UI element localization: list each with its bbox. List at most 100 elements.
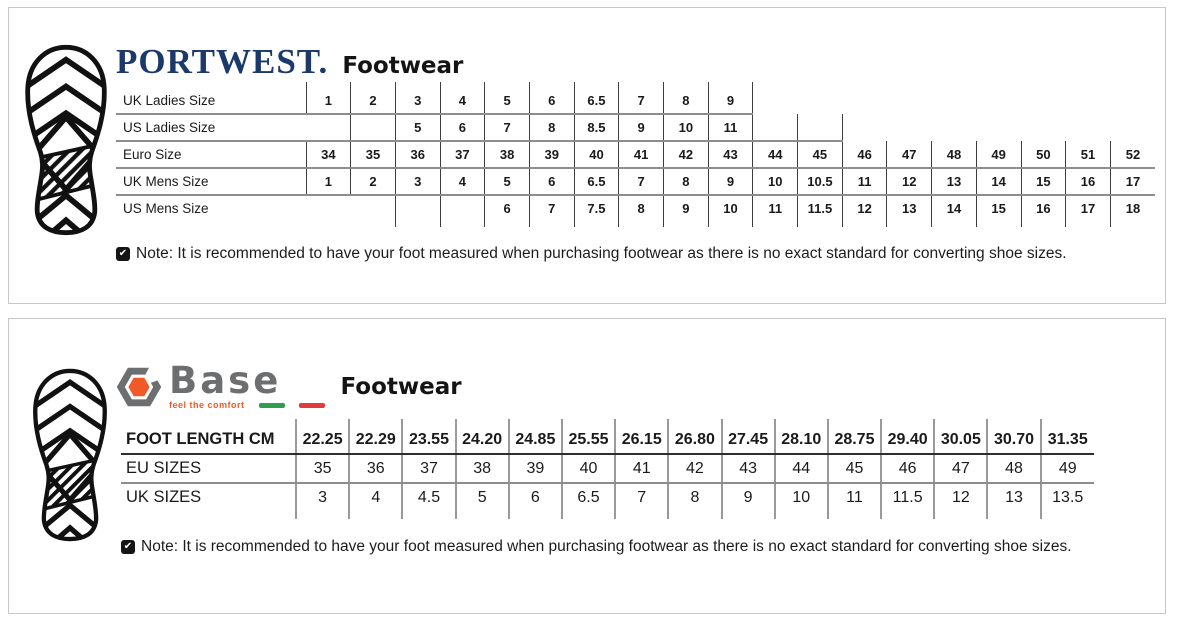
spacer-cell xyxy=(1039,419,1094,426)
size-cell: 11 xyxy=(826,483,882,511)
size-cell: 42 xyxy=(667,454,722,484)
base-tagline-row: feel the comfort xyxy=(169,400,325,410)
table-spacer-row xyxy=(121,419,1094,426)
size-cell: 9 xyxy=(663,195,709,221)
size-cell: 6.5 xyxy=(573,88,619,115)
table-row: UK Mens Size 1 2 3 4 5 6 6.5 7 8 9 10 10.5 11 12 13 14 15… xyxy=(116,168,1156,196)
size-cell xyxy=(306,195,351,221)
size-cell xyxy=(753,88,798,114)
size-cell: 7 xyxy=(484,114,530,142)
size-cell: 7 xyxy=(528,195,575,221)
size-cell: 7 xyxy=(618,88,664,115)
size-cell: 40 xyxy=(560,454,616,484)
note-check-icon: ✔ xyxy=(121,540,135,554)
size-cell: 14 xyxy=(931,195,977,221)
size-cell xyxy=(1110,88,1155,114)
size-cell xyxy=(932,114,977,141)
base-size-table: FOOT LENGTH CM 22.25 22.29 23.55 24.20 24.85 2… xyxy=(121,419,1094,519)
size-cell: 10 xyxy=(752,168,798,196)
size-cell: 49 xyxy=(1039,454,1094,484)
size-cell: 15 xyxy=(975,195,1021,221)
spacer-cell xyxy=(975,221,1021,227)
size-cell: 8 xyxy=(663,88,709,115)
size-cell: 39 xyxy=(507,454,562,484)
row-label: UK SIZES xyxy=(121,483,297,511)
size-cell: 4.5 xyxy=(401,483,456,511)
spacer-cell xyxy=(797,221,843,227)
size-cell: 40 xyxy=(573,141,619,169)
size-cell: 17 xyxy=(1109,168,1156,196)
shoe-print-icon xyxy=(31,365,109,545)
size-cell: 35 xyxy=(350,141,396,169)
spacer-cell xyxy=(752,221,798,227)
size-cell: 43 xyxy=(720,454,775,484)
flag-red-bar xyxy=(298,402,325,408)
spacer-cell xyxy=(667,511,722,519)
table-spacer-row xyxy=(116,221,1156,227)
size-cell: 15 xyxy=(1020,168,1066,196)
spacer-cell xyxy=(826,419,882,426)
spacer-cell xyxy=(348,511,403,519)
size-cell: 34 xyxy=(306,141,351,169)
size-cell xyxy=(842,114,887,141)
size-cell: 6 xyxy=(507,483,562,511)
size-cell: 37 xyxy=(439,141,485,169)
size-cell: 45 xyxy=(826,454,882,484)
spacer-cell xyxy=(841,221,887,227)
spacer-cell xyxy=(618,221,664,227)
size-cell: 14 xyxy=(975,168,1021,196)
size-cell: 42 xyxy=(663,141,709,169)
spacer-cell xyxy=(614,419,669,426)
size-cell: 12 xyxy=(841,195,887,221)
size-cell: 52 xyxy=(1109,141,1156,169)
spacer-cell xyxy=(560,511,616,519)
size-cell xyxy=(887,114,932,141)
table-row: UK Ladies Size 1 2 3 4 5 6 6.5 7 8 9 xyxy=(116,88,1155,115)
base-wordmark: Base xyxy=(169,359,282,402)
size-cell xyxy=(932,88,977,114)
size-cell xyxy=(1021,88,1066,114)
size-cell: 16 xyxy=(1020,195,1066,221)
size-cell: 10 xyxy=(663,114,709,142)
size-cell xyxy=(351,195,396,221)
size-cell: 9 xyxy=(707,88,754,115)
size-cell: 4 xyxy=(348,483,403,511)
size-cell: 11 xyxy=(841,168,887,196)
spacer-cell xyxy=(614,511,669,519)
portwest-note: ✔ Note: It is recommended to have your f… xyxy=(116,245,1067,263)
size-cell: 6 xyxy=(528,88,575,115)
size-cell: 10 xyxy=(773,483,828,511)
spacer-cell xyxy=(933,511,988,519)
size-cell: 24.85 xyxy=(507,426,562,455)
spacer-cell xyxy=(528,221,575,227)
size-cell: 7 xyxy=(614,483,669,511)
portwest-size-table: UK Ladies Size 1 2 3 4 5 6 6.5 7 8 9 US Ladies Size… xyxy=(116,82,1156,227)
size-cell: 28.75 xyxy=(826,426,882,455)
size-cell: 31.35 xyxy=(1039,426,1094,455)
size-cell: 4 xyxy=(439,168,485,196)
spacer-cell xyxy=(439,221,485,227)
spacer-cell xyxy=(880,511,935,519)
size-cell: 2 xyxy=(350,88,396,115)
spacer-cell xyxy=(931,221,977,227)
size-cell: 9 xyxy=(618,114,664,142)
size-cell: 6 xyxy=(528,168,575,196)
spacer-cell xyxy=(507,419,562,426)
size-cell: 30.05 xyxy=(933,426,988,455)
spacer-cell xyxy=(1039,511,1094,519)
table-row: US Ladies Size 5 6 7 8 8.5 9 10 11 xyxy=(116,114,1155,142)
spacer-cell xyxy=(986,511,1041,519)
spacer-cell xyxy=(1020,221,1066,227)
row-label: UK Ladies Size xyxy=(116,88,307,115)
size-cell: 2 xyxy=(350,168,396,196)
row-label: US Ladies Size xyxy=(116,114,306,142)
spacer-cell xyxy=(394,221,441,227)
size-cell: 35 xyxy=(296,454,350,484)
size-cell xyxy=(887,88,932,114)
size-cell: 11 xyxy=(752,195,798,221)
spacer-cell xyxy=(394,82,441,88)
spacer-cell xyxy=(720,419,775,426)
size-cell: 48 xyxy=(931,141,977,169)
spacer-cell xyxy=(773,511,828,519)
base-footwear-title: Footwear xyxy=(340,374,462,400)
